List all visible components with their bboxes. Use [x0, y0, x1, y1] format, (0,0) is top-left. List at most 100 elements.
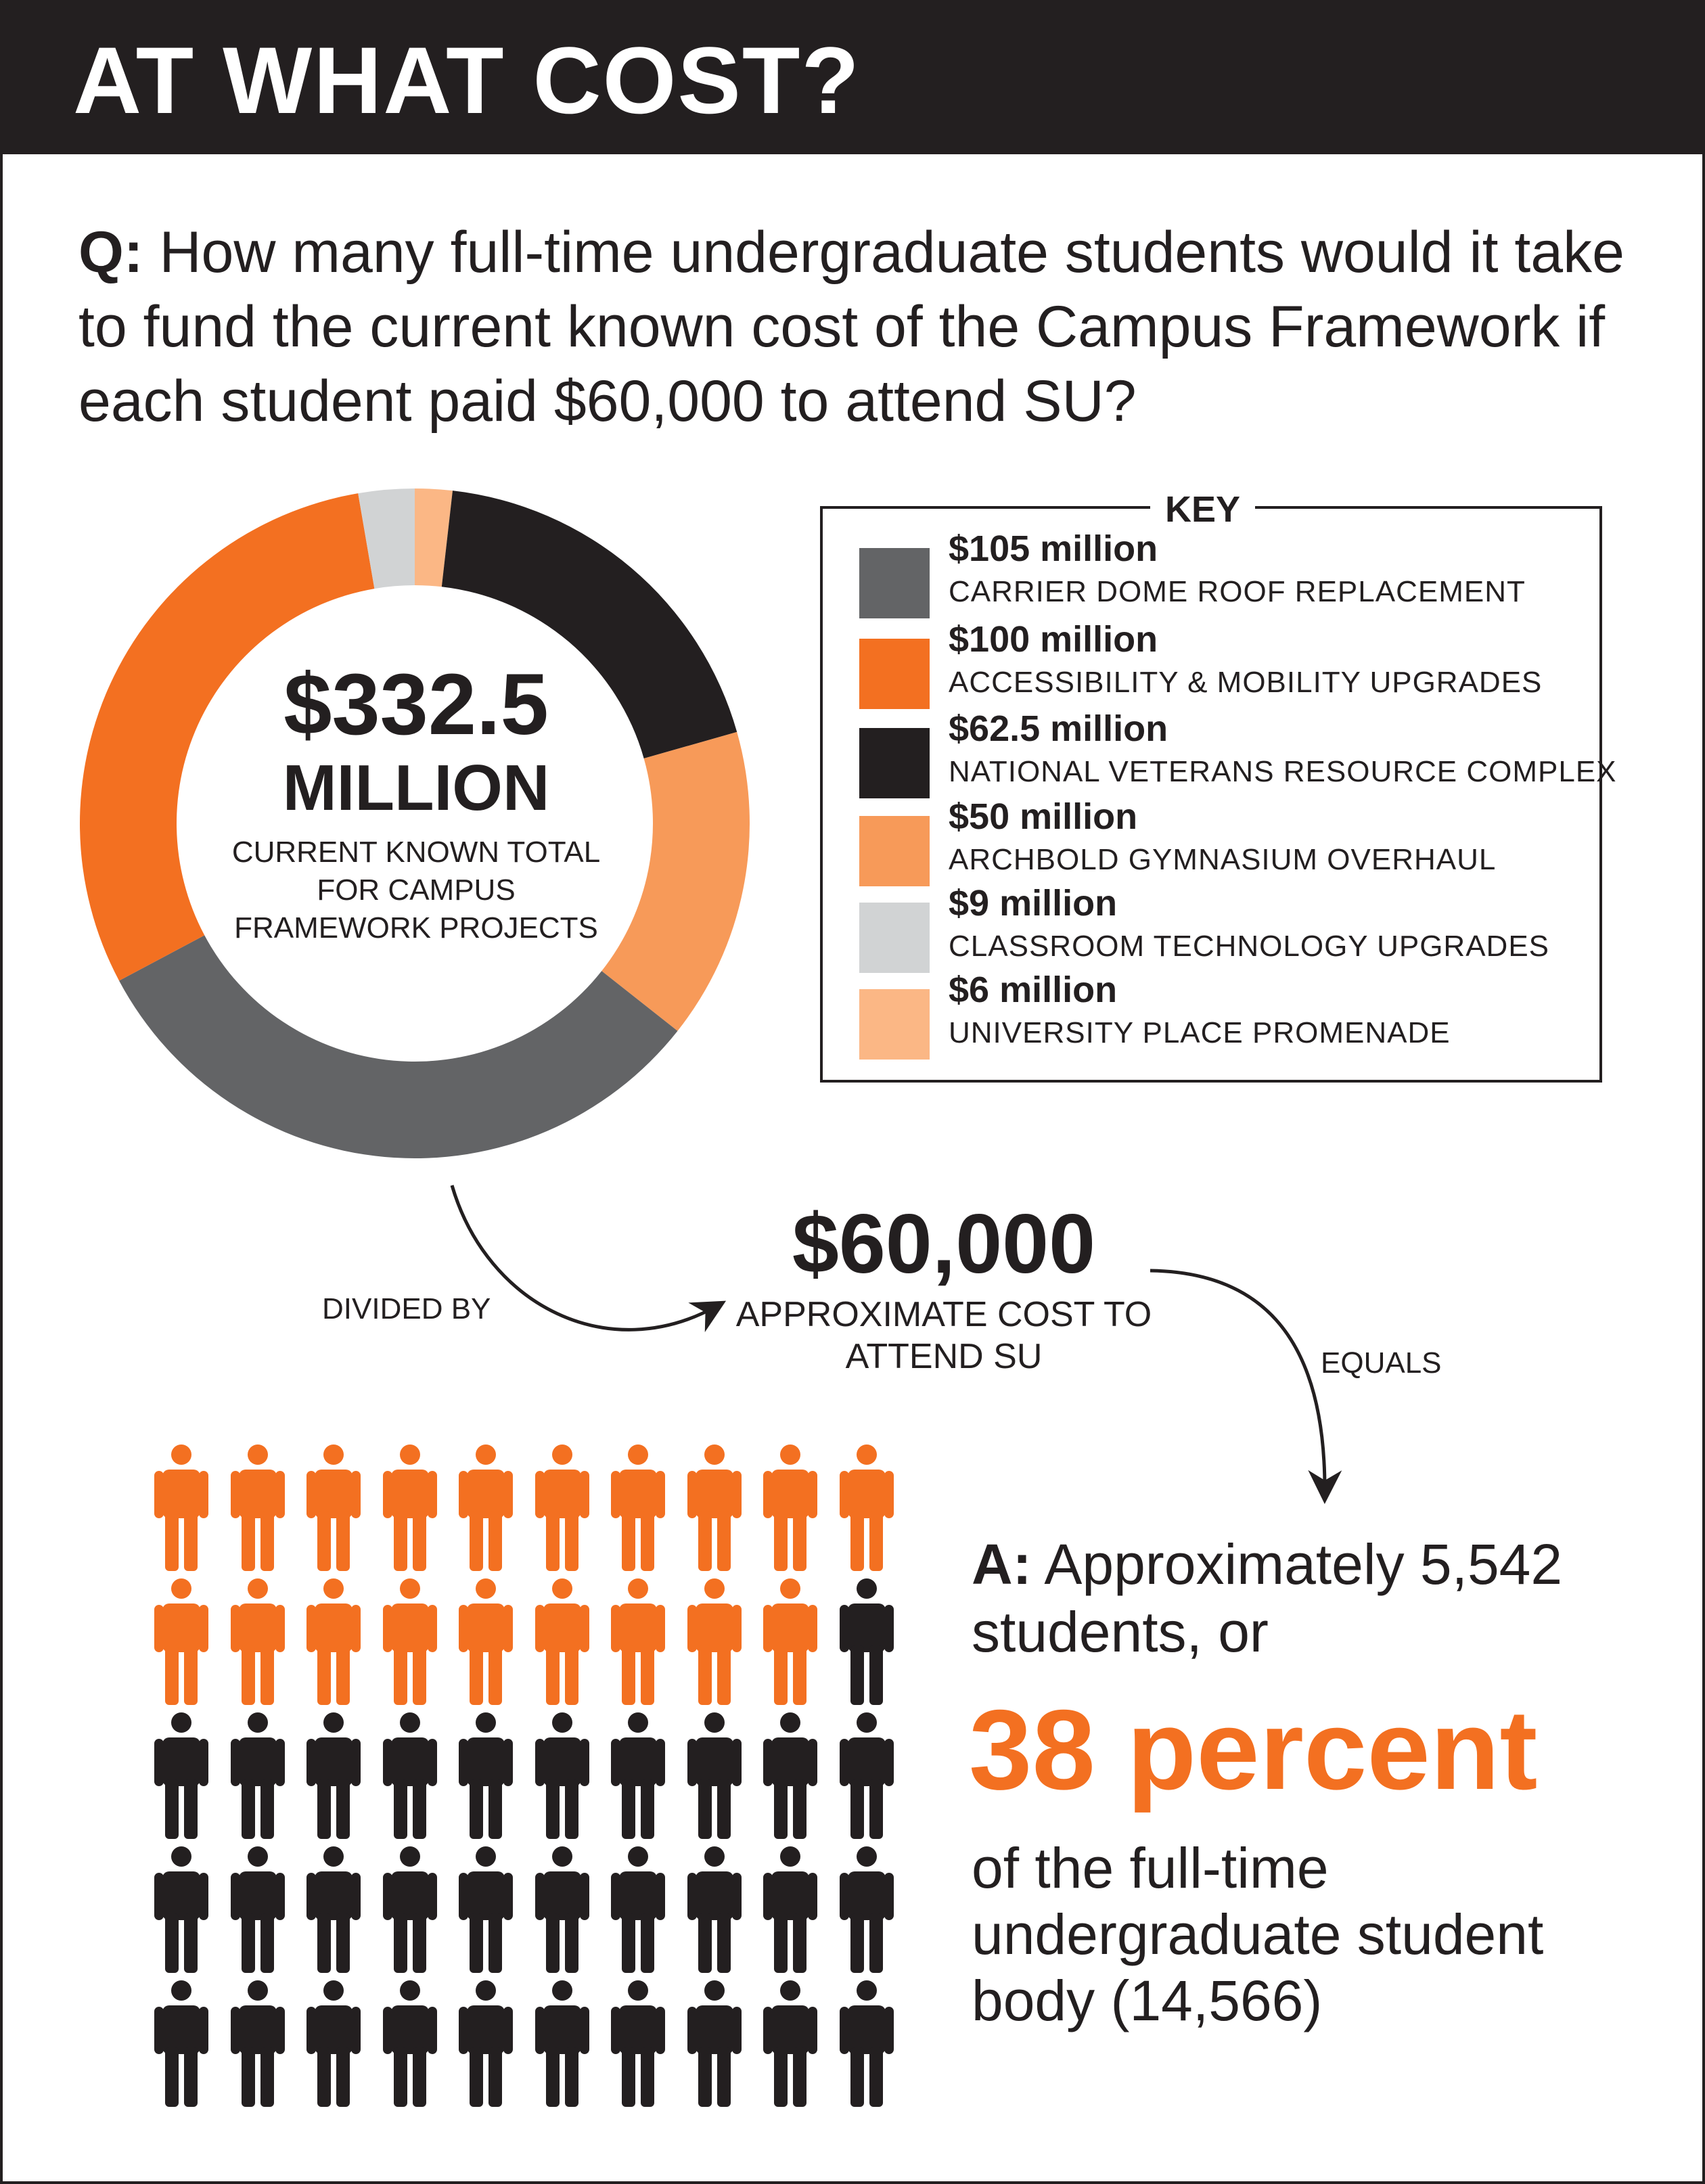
person-icon — [687, 1444, 742, 1572]
donut-chart — [80, 488, 750, 1158]
person-icon — [382, 1712, 437, 1840]
person-icon — [154, 1444, 208, 1572]
person-icon — [230, 1444, 285, 1572]
donut-center-unit: MILLION — [282, 752, 550, 824]
answer-rest: of the full-time undergraduate student b… — [972, 1836, 1544, 2032]
person-icon — [839, 1444, 894, 1572]
donut-slice — [441, 491, 737, 758]
question-prefix: Q: — [78, 220, 143, 285]
person-icon — [839, 1980, 894, 2108]
person-icon — [306, 1444, 361, 1572]
person-icon — [763, 1712, 817, 1840]
equals-arrow — [1150, 1269, 1342, 1504]
person-icon — [459, 1444, 513, 1572]
legend-title: KEY — [1150, 488, 1256, 530]
cost-amount: $60,000 — [792, 1198, 1096, 1291]
donut-slice — [80, 493, 375, 981]
answer-intro-text: Approximately 5,542 students, or — [972, 1532, 1563, 1664]
person-icon — [306, 1578, 361, 1706]
person-icon — [535, 1712, 589, 1840]
person-icon — [611, 1980, 665, 2108]
person-icon — [535, 1980, 589, 2108]
legend-swatch — [859, 548, 930, 618]
person-icon — [154, 1846, 208, 1974]
legend-value: $62.5 million — [949, 708, 1168, 749]
legend-value: $6 million — [949, 970, 1118, 1010]
legend-item: $6 million UNIVERSITY PLACE PROMENADE — [858, 970, 1595, 1060]
question-text: How many full-time undergraduate student… — [78, 220, 1624, 434]
answer-intro: A: Approximately 5,542 students, or — [972, 1530, 1648, 1666]
person-icon — [459, 1980, 513, 2108]
person-icon — [839, 1712, 894, 1840]
person-icon — [382, 1578, 437, 1706]
answer-percent: 38 percent — [969, 1686, 1538, 1813]
person-icon — [763, 1578, 817, 1706]
donut-slice — [415, 488, 453, 587]
legend-item: $105 million CARRIER DOME ROOF REPLACEME… — [858, 528, 1595, 618]
legend-item: $62.5 million NATIONAL VETERANS RESOURCE… — [858, 708, 1616, 798]
person-icon — [154, 1578, 208, 1706]
person-icon — [839, 1578, 894, 1706]
person-icon — [306, 1846, 361, 1974]
donut-slice — [119, 935, 678, 1158]
person-icon — [230, 1578, 285, 1706]
legend-item: $50 million ARCHBOLD GYMNASIUM OVERHAUL — [858, 796, 1595, 886]
legend-swatch — [859, 639, 930, 709]
person-icon — [535, 1578, 589, 1706]
divided-by-arrow — [450, 1185, 727, 1332]
person-icon — [230, 1980, 285, 2108]
donut-slice — [358, 488, 415, 589]
donut-slice — [601, 731, 750, 1031]
legend-label: UNIVERSITY PLACE PROMENADE — [949, 1016, 1451, 1049]
person-icon — [306, 1980, 361, 2108]
person-icon — [230, 1712, 285, 1840]
legend-swatch — [859, 728, 930, 798]
legend-label: CLASSROOM TECHNOLOGY UPGRADES — [949, 930, 1550, 963]
page-title: AT WHAT COST? — [73, 27, 861, 133]
legend-value: $9 million — [949, 883, 1118, 924]
donut-center-caption: CURRENT KNOWN TOTAL FOR CAMPUS FRAMEWORK… — [231, 836, 601, 945]
person-icon — [611, 1578, 665, 1706]
person-icon — [459, 1712, 513, 1840]
person-icon — [459, 1846, 513, 1974]
person-icon — [382, 1846, 437, 1974]
legend-value: $50 million — [949, 796, 1138, 837]
legend-swatch — [859, 903, 930, 973]
person-icon — [306, 1712, 361, 1840]
person-icon — [687, 1980, 742, 2108]
legend-item: $9 million CLASSROOM TECHNOLOGY UPGRADES — [858, 883, 1595, 973]
legend-label: ACCESSIBILITY & MOBILITY UPGRADES — [949, 666, 1543, 699]
person-icon — [611, 1444, 665, 1572]
person-icon — [687, 1578, 742, 1706]
person-icon — [154, 1712, 208, 1840]
person-icon — [230, 1846, 285, 1974]
person-icon — [687, 1712, 742, 1840]
legend-value: $100 million — [949, 619, 1158, 660]
legend-swatch — [859, 989, 930, 1060]
question-block: Q: How many full-time undergraduate stud… — [78, 215, 1635, 438]
person-icon — [382, 1444, 437, 1572]
legend-label: CARRIER DOME ROOF REPLACEMENT — [949, 575, 1526, 608]
legend-swatch — [859, 816, 930, 886]
equals-label: EQUALS — [1321, 1346, 1442, 1380]
person-icon — [535, 1444, 589, 1572]
person-icon — [154, 1980, 208, 2108]
cost-caption: APPROXIMATE COST TO ATTEND SU — [735, 1295, 1152, 1376]
people-pictogram — [154, 1444, 899, 2134]
answer-prefix: A: — [972, 1532, 1032, 1596]
person-icon — [839, 1846, 894, 1974]
donut-center-amount: $332.5 — [283, 656, 549, 753]
person-icon — [763, 1444, 817, 1572]
legend-label: NATIONAL VETERANS RESOURCE COMPLEX — [949, 755, 1617, 788]
header-bar: AT WHAT COST? — [0, 0, 1705, 154]
person-icon — [763, 1846, 817, 1974]
legend-label: ARCHBOLD GYMNASIUM OVERHAUL — [949, 843, 1497, 876]
person-icon — [611, 1846, 665, 1974]
divided-by-label: DIVIDED BY — [322, 1292, 491, 1325]
person-icon — [763, 1980, 817, 2108]
person-icon — [459, 1578, 513, 1706]
legend-item: $100 million ACCESSIBILITY & MOBILITY UP… — [858, 619, 1595, 709]
person-icon — [382, 1980, 437, 2108]
person-icon — [535, 1846, 589, 1974]
